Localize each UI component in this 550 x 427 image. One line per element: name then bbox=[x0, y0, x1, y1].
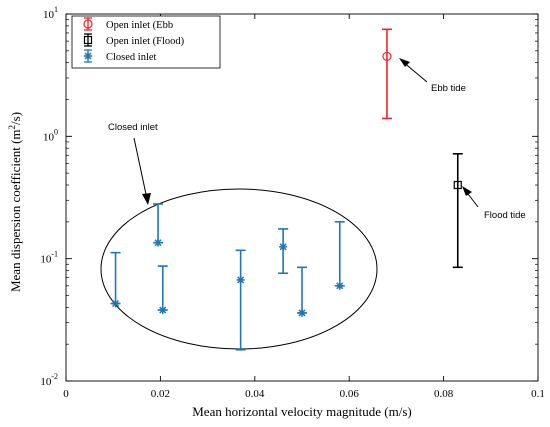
asterisk-stroke bbox=[298, 309, 306, 317]
y-tick-label-exponent: -1 bbox=[51, 250, 58, 259]
legend: Open inlet (Ebb Open inlet (Flood) Closed … bbox=[71, 15, 221, 69]
ebb-tide-annotation: Ebb tide bbox=[431, 83, 466, 94]
legend-marker bbox=[83, 35, 93, 45]
y-axis-label: Mean dispersion coefficient (m2/s) bbox=[7, 112, 23, 292]
x-tick-label: 0.08 bbox=[434, 388, 454, 400]
x-tick-label: 0.02 bbox=[151, 388, 170, 400]
closed-inlet-arrow-head bbox=[142, 193, 151, 205]
data-point bbox=[382, 51, 392, 62]
series-square bbox=[452, 152, 463, 269]
series-layer bbox=[110, 28, 463, 351]
data-point bbox=[335, 281, 344, 290]
asterisk-stroke bbox=[279, 243, 287, 251]
asterisk-stroke bbox=[84, 52, 92, 60]
data-point bbox=[236, 275, 245, 284]
annotations-group: Ebb tide Flood tide Closed inlet bbox=[108, 58, 526, 221]
y-tick-label-exponent: 1 bbox=[54, 5, 58, 14]
legend-marker bbox=[83, 19, 93, 29]
y-tick-label: 100 bbox=[43, 127, 58, 143]
asterisk-stroke bbox=[159, 306, 167, 314]
y-tick-label-exponent: 0 bbox=[54, 127, 58, 136]
y-axis-label-group: Mean dispersion coefficient (m2/s) bbox=[7, 112, 23, 292]
legend-label: Open inlet (Flood) bbox=[106, 36, 185, 47]
plot-area-frame bbox=[65, 13, 539, 382]
legend-label: Closed inlet bbox=[106, 52, 157, 63]
flood-tide-annotation: Flood tide bbox=[484, 210, 526, 221]
y-axis-label-superscript: 2 bbox=[7, 125, 17, 130]
data-point bbox=[279, 242, 288, 251]
asterisk-stroke bbox=[336, 282, 344, 290]
legend-marker bbox=[84, 52, 92, 60]
x-axis-label: Mean horizontal velocity magnitude (m/s) bbox=[192, 404, 412, 419]
flood-tide-arrow-head bbox=[462, 186, 472, 196]
y-axis-label-main: Mean dispersion coefficient (m bbox=[8, 129, 23, 292]
data-point bbox=[111, 299, 120, 308]
closed-inlet-ellipse bbox=[100, 188, 378, 350]
data-point bbox=[154, 238, 163, 247]
y-tick-label-base: 10 bbox=[43, 9, 55, 21]
y-tick-label-exponent: -2 bbox=[51, 372, 58, 381]
x-tick-label: 0 bbox=[63, 388, 69, 400]
x-tick-label: 0.1 bbox=[531, 388, 545, 400]
y-tick-label: 10-1 bbox=[40, 250, 58, 266]
asterisk-stroke bbox=[112, 299, 120, 308]
data-point bbox=[158, 306, 167, 315]
legend-label: Open inlet (Ebb bbox=[106, 20, 173, 31]
asterisk-stroke bbox=[154, 239, 162, 247]
y-tick-label-base: 10 bbox=[40, 254, 52, 266]
closed-inlet-arrow-line bbox=[133, 137, 148, 200]
x-ticks-group: 0 0.02 0.04 0.06 0.08 0.1 bbox=[63, 14, 545, 400]
y-tick-label-base: 10 bbox=[40, 376, 52, 388]
series-asterisk bbox=[110, 203, 345, 351]
data-point bbox=[453, 180, 462, 190]
x-tick-label: 0.04 bbox=[245, 388, 265, 400]
legend-box bbox=[71, 15, 221, 69]
y-tick-label: 101 bbox=[43, 5, 58, 21]
y-tick-label: 10-2 bbox=[40, 372, 58, 388]
ebb-tide-arrow-head bbox=[399, 58, 410, 67]
y-tick-label-base: 10 bbox=[43, 131, 55, 143]
x-tick-label: 0.06 bbox=[340, 388, 360, 400]
series-circle bbox=[381, 28, 392, 120]
data-point bbox=[298, 308, 306, 317]
asterisk-stroke bbox=[237, 276, 245, 284]
y-axis-label-unit: /s) bbox=[8, 112, 23, 125]
closed-inlet-annotation: Closed inlet bbox=[108, 122, 158, 133]
